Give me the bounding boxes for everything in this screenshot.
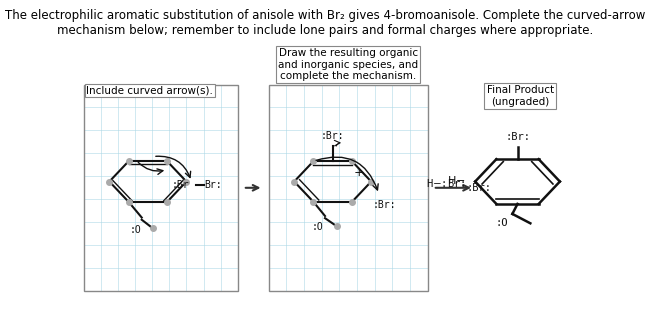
Text: The electrophilic aromatic substitution of anisole with Br₂ gives 4-bromoanisole: The electrophilic aromatic substitution … bbox=[5, 9, 645, 37]
Text: :O: :O bbox=[496, 218, 508, 228]
Text: H$-$:Br:: H$-$:Br: bbox=[426, 177, 466, 189]
Text: Draw the resulting organic
and inorganic species, and
complete the mechanism.: Draw the resulting organic and inorganic… bbox=[278, 48, 418, 81]
Bar bbox=[268, 85, 428, 291]
Text: :O: :O bbox=[311, 222, 323, 232]
Text: Final Product
(ungraded): Final Product (ungraded) bbox=[486, 85, 554, 107]
Text: :O: :O bbox=[129, 225, 141, 235]
Text: +: + bbox=[353, 166, 364, 179]
Text: :Br:: :Br: bbox=[321, 131, 345, 141]
Text: H$-$: H$-$ bbox=[447, 174, 465, 186]
Text: Br:: Br: bbox=[204, 180, 222, 190]
Text: :Br:: :Br: bbox=[372, 200, 396, 210]
Text: :Br:: :Br: bbox=[505, 132, 530, 142]
Text: Include curved arrow(s).: Include curved arrow(s). bbox=[86, 85, 213, 95]
Bar bbox=[84, 85, 238, 291]
Text: :Br: :Br bbox=[172, 180, 189, 190]
Text: :Br:: :Br: bbox=[466, 183, 491, 193]
